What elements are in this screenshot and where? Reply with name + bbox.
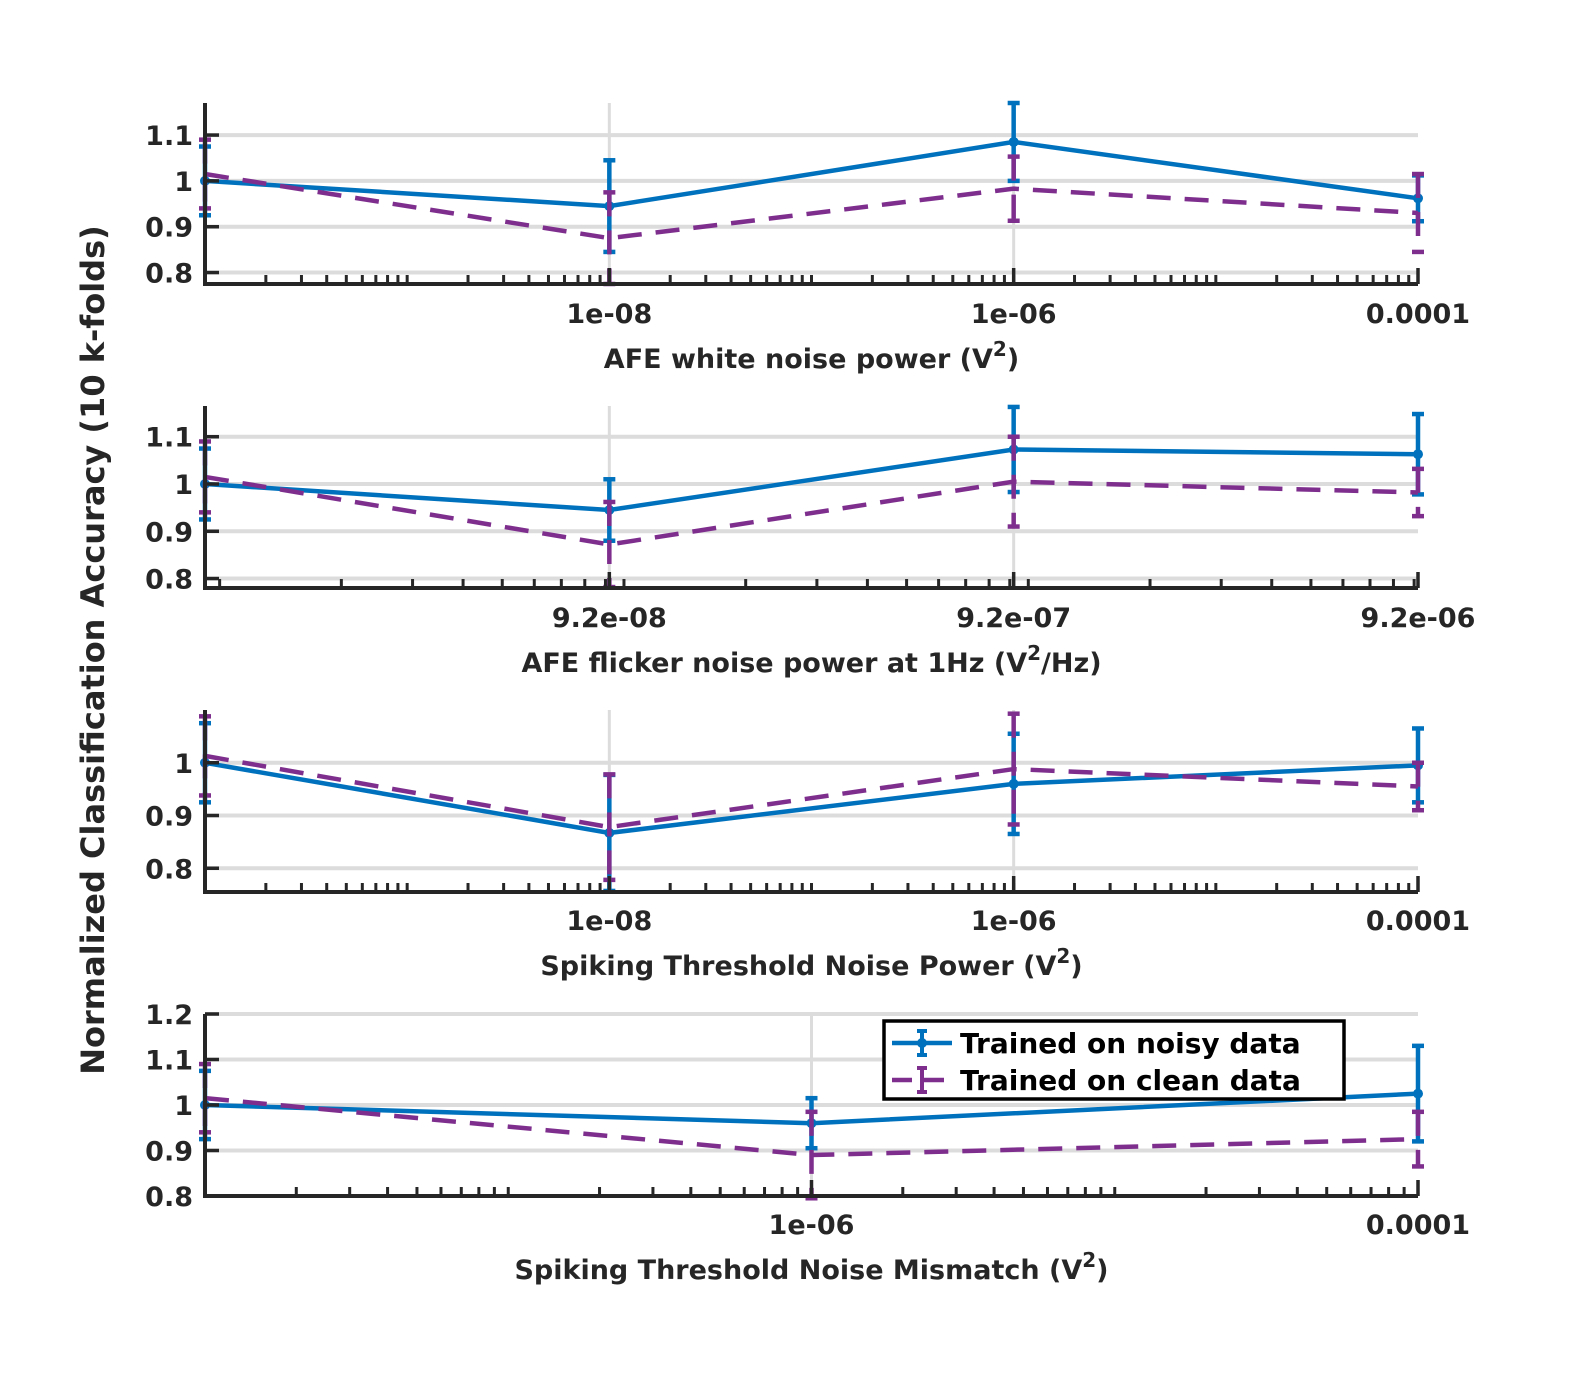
series-line-clean: [204, 474, 1419, 547]
x-axis-label-superscript: 2: [993, 337, 1007, 361]
panels: 1e-08 1e-06 0.0001 0.8 0.9 1 1.1 AFE white nois…: [145, 100, 1476, 1286]
data-point-noisy: [1413, 1088, 1423, 1099]
y-tick-label: 1.1: [145, 1046, 193, 1077]
x-axis-label-main: AFE flicker noise power at 1Hz (V: [521, 648, 1027, 679]
x-tick-label: 1e-08: [566, 906, 652, 937]
data-point-noisy: [1008, 136, 1019, 147]
y-tick-label: 1: [174, 470, 193, 501]
error-bar-clean: [603, 772, 616, 883]
legend-marker: [917, 1038, 927, 1048]
data-point-noisy: [1413, 449, 1423, 460]
x-axis-label: Spiking Threshold Noise Mismatch (V2): [514, 1248, 1108, 1286]
x-tick-label: 0.0001: [1366, 906, 1470, 937]
y-tick-label: 1: [174, 1091, 193, 1122]
y-tick-label: 1: [174, 749, 193, 780]
x-tick-label: 1e-06: [769, 1210, 855, 1241]
error-bar-clean: [1412, 1109, 1424, 1169]
x-axis-label-tail: ): [1070, 951, 1082, 982]
y-tick-label: 0.8: [145, 1182, 193, 1213]
y-tick-label: 0.8: [145, 259, 193, 290]
x-tick-label: 9.2e-07: [956, 603, 1071, 634]
x-axis-label-tail: /Hz): [1041, 648, 1102, 679]
x-axis-label-tail: ): [1007, 344, 1019, 375]
y-tick-label: 0.9: [145, 802, 193, 833]
series-line-noisy: [204, 139, 1419, 209]
error-bar-clean: [1412, 760, 1424, 813]
y-tick-label: 0.8: [145, 565, 193, 596]
error-bar-clean: [1007, 434, 1020, 529]
panel-4: 1e-06 0.0001 0.8 0.9 1 1.1 1.2 Spiking Threshol…: [145, 1000, 1470, 1286]
y-tick-label: 0.9: [145, 1137, 193, 1168]
error-bar-clean: [1007, 154, 1020, 224]
error-bar-clean: [1007, 711, 1020, 827]
panel-1: 1e-08 1e-06 0.0001 0.8 0.9 1 1.1 AFE white nois…: [145, 100, 1470, 375]
error-bar-clean: [1412, 466, 1424, 519]
x-tick-label: 1e-08: [566, 299, 652, 330]
error-bar-noisy: [1007, 731, 1020, 837]
legend: Trained on noisy data Trained on clean da…: [882, 1019, 1346, 1101]
x-tick-label: 0.0001: [1366, 299, 1470, 330]
series-line-noisy: [204, 760, 1419, 836]
legend-box: [882, 1019, 1346, 1101]
x-axis-label-tail: ): [1096, 1255, 1108, 1286]
x-axis-label: Spiking Threshold Noise Power (V2): [540, 944, 1082, 982]
x-axis-label: AFE white noise power (V2): [604, 337, 1019, 375]
panel-3: 1e-08 1e-06 0.0001 0.8 0.9 1 Spiking Threshold…: [145, 710, 1470, 982]
x-tick-label: 1e-06: [971, 299, 1057, 330]
x-axis-label-main: Spiking Threshold Noise Mismatch (V: [514, 1255, 1082, 1286]
x-axis-label-superscript: 2: [1056, 944, 1070, 968]
error-bar-clean: [1412, 171, 1424, 255]
y-axis-label: Normalized Classification Accuracy (10 k…: [74, 225, 112, 1075]
y-tick-label: 1.2: [145, 1000, 193, 1031]
legend-label: Trained on clean data: [960, 1064, 1301, 1097]
y-tick-label: 0.9: [145, 213, 193, 244]
x-axis-label-main: AFE white noise power (V: [604, 344, 993, 375]
x-tick-label: 9.2e-08: [552, 603, 667, 634]
x-tick-label: 0.0001: [1366, 1210, 1470, 1241]
x-axis-label-main: Spiking Threshold Noise Power (V: [540, 951, 1056, 982]
y-tick-label: 0.8: [145, 854, 193, 885]
panel-2: 9.2e-08 9.2e-07 9.2e-06 0.8 0.9 1 1.1 AFE flick…: [145, 404, 1476, 679]
series-line-noisy: [204, 447, 1419, 513]
legend-entry-clean: Trained on clean data: [892, 1064, 1301, 1097]
error-bar-clean: [805, 1109, 818, 1201]
y-tick-label: 0.9: [145, 517, 193, 548]
x-axis-label-superscript: 2: [1082, 1248, 1096, 1272]
x-axis-label: AFE flicker noise power at 1Hz (V2/Hz): [521, 641, 1101, 679]
x-tick-label: 9.2e-06: [1361, 603, 1476, 634]
series-line-clean: [204, 753, 1419, 830]
x-axis-label-superscript: 2: [1027, 641, 1041, 665]
data-point-noisy: [1008, 778, 1019, 789]
legend-label: Trained on noisy data: [960, 1027, 1301, 1060]
y-tick-label: 1: [174, 167, 193, 198]
y-tick-label: 1.1: [145, 423, 193, 454]
series-line-clean: [204, 171, 1419, 241]
legend-entry-noisy: Trained on noisy data: [892, 1027, 1301, 1060]
data-point-noisy: [1413, 193, 1423, 204]
x-tick-label: 1e-06: [971, 906, 1057, 937]
y-tick-label: 1.1: [145, 121, 193, 152]
